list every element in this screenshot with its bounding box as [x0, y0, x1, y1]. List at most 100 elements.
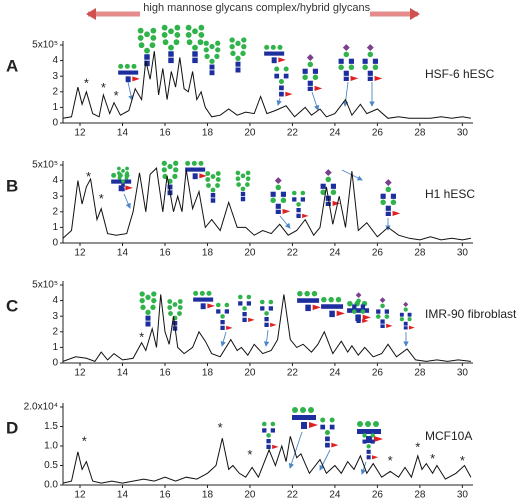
- asterisk: *: [99, 191, 104, 206]
- glycan: [338, 44, 359, 81]
- x-tick-label: 22: [287, 128, 299, 139]
- asterisk: *: [218, 420, 223, 435]
- sample-name: HSF-6 hESC: [425, 67, 495, 81]
- glycan: [292, 407, 318, 429]
- asterisk: *: [430, 451, 435, 466]
- x-tick-label: 24: [329, 128, 341, 139]
- asterisk: *: [388, 453, 393, 468]
- sample-name: IMR-90 fibroblast: [425, 307, 517, 321]
- header-arrows: high mannose glycans complex/hybrid glyc…: [86, 2, 420, 20]
- label-bg: [140, 6, 370, 20]
- x-tick-label: 12: [74, 248, 86, 259]
- y-tick-label: 4: [52, 175, 58, 186]
- trace: [62, 436, 472, 484]
- trace: [62, 294, 471, 363]
- glycan: [357, 421, 383, 443]
- y-tick-label: 3: [52, 311, 58, 322]
- y-tick-label: 4: [52, 295, 58, 306]
- asterisk: *: [114, 88, 119, 103]
- trace: [62, 51, 471, 119]
- y-tick-label: 4: [52, 55, 58, 66]
- x-tick-label: 18: [202, 128, 214, 139]
- y-tick-label: 0.5: [44, 460, 58, 471]
- glycan: [238, 294, 255, 322]
- pointer: [311, 91, 320, 111]
- x-tick-label: 26: [372, 368, 384, 379]
- y-tick-label: 1.5: [44, 421, 58, 432]
- glycan: [399, 301, 415, 330]
- x-tick-label: 24: [329, 368, 341, 379]
- x-tick-label: 14: [117, 368, 129, 379]
- sample-name: H1 hESC: [425, 187, 475, 201]
- x-tick-label: 24: [329, 248, 341, 259]
- x-tick-label: 20: [244, 128, 256, 139]
- pointer: [263, 329, 270, 347]
- asterisk: *: [460, 453, 465, 468]
- x-tick-label: 24: [329, 490, 341, 500]
- glycan: [216, 302, 233, 330]
- x-tick-label: 16: [159, 128, 171, 139]
- sample-name: MCF10A: [425, 429, 472, 443]
- y-tick-label: 1: [52, 342, 58, 353]
- x-tick-label: 28: [414, 128, 426, 139]
- glycan: [203, 40, 221, 76]
- asterisk: *: [415, 439, 420, 454]
- glycan: [262, 421, 279, 449]
- panel-label: C: [6, 296, 18, 315]
- panel-label: D: [6, 418, 18, 437]
- header-label: high mannose glycans: [143, 2, 253, 14]
- x-tick-label: 22: [287, 248, 299, 259]
- glycan: [362, 44, 383, 81]
- x-tick-label: 22: [287, 368, 299, 379]
- pointer: [220, 331, 227, 347]
- x-tick-label: 26: [372, 490, 384, 500]
- y-tick-label: 2: [52, 326, 58, 337]
- glycan: [376, 297, 393, 328]
- x-tick-label: 28: [414, 248, 426, 259]
- x-tick-label: 30: [457, 490, 469, 500]
- y-tick-label: 5x10⁵: [32, 40, 58, 51]
- x-tick-label: 30: [457, 248, 469, 259]
- x-tick-label: 22: [287, 490, 299, 500]
- y-tick-label: 5x10⁵: [32, 280, 58, 291]
- pointer: [319, 449, 331, 471]
- glycan: [185, 160, 207, 180]
- asterisk: *: [247, 447, 252, 462]
- glycan: [193, 290, 215, 310]
- glycan: [118, 63, 140, 83]
- x-tick-label: 20: [244, 368, 256, 379]
- asterisk: *: [84, 75, 89, 90]
- pointer: [276, 97, 282, 106]
- panel-label: A: [6, 56, 18, 75]
- y-tick-label: 0: [52, 118, 58, 129]
- pointer: [279, 215, 291, 229]
- y-tick-label: 0: [52, 358, 58, 369]
- x-tick-label: 30: [457, 128, 469, 139]
- glycan: [260, 299, 277, 327]
- panel-label: B: [6, 176, 18, 195]
- glycan: [320, 417, 339, 448]
- pointer: [123, 193, 131, 209]
- arrow-head: [410, 8, 420, 20]
- header-label: complex/hybrid glycans: [256, 2, 371, 14]
- glycan: [205, 171, 221, 203]
- glycan: [292, 190, 309, 218]
- pointer: [360, 461, 367, 475]
- x-tick-label: 20: [244, 248, 256, 259]
- glycan: [137, 27, 157, 67]
- asterisk: *: [139, 329, 144, 344]
- trace: [62, 167, 471, 241]
- asterisk: *: [86, 169, 91, 184]
- glycan: [229, 37, 247, 73]
- x-tick-label: 18: [202, 248, 214, 259]
- glycan: [302, 54, 323, 91]
- glycan: [264, 44, 286, 64]
- y-tick-label: 1: [52, 222, 58, 233]
- glycan: [139, 291, 157, 327]
- x-tick-label: 12: [74, 368, 86, 379]
- glycan: [235, 170, 251, 202]
- x-tick-label: 12: [74, 490, 86, 500]
- glycan: [380, 179, 401, 216]
